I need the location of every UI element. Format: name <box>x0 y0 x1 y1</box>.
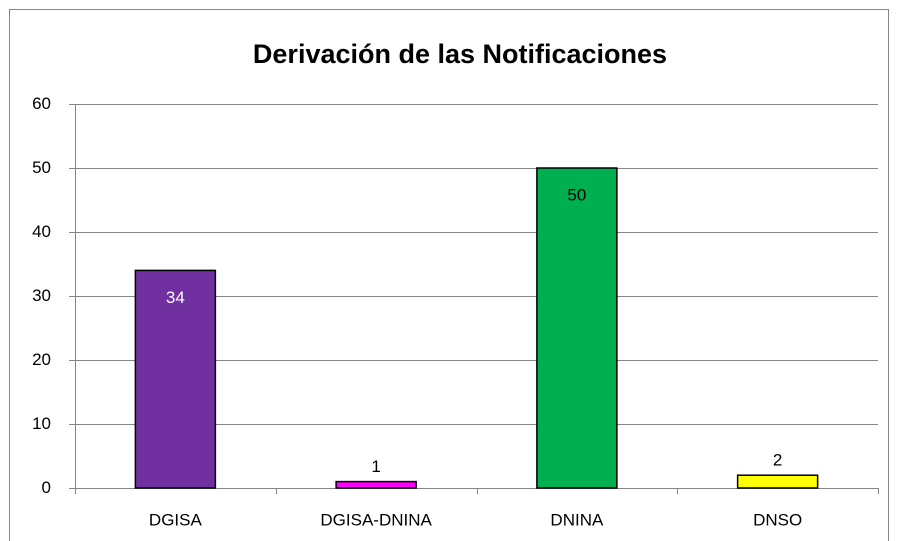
data-label: 34 <box>166 288 185 307</box>
y-tick-label: 50 <box>32 158 51 177</box>
bar <box>335 480 417 489</box>
y-tick-label: 20 <box>32 350 51 369</box>
chart-title: Derivación de las Notificaciones <box>253 39 667 69</box>
data-label: 50 <box>567 185 586 204</box>
y-tick-label: 10 <box>32 414 51 433</box>
data-label: 1 <box>371 457 380 476</box>
x-tick-label: DNINA <box>550 510 604 529</box>
y-tick-label: 30 <box>32 286 51 305</box>
y-tick-label: 0 <box>42 478 51 497</box>
x-tick-label: DGISA <box>149 510 203 529</box>
x-tick-label: DNSO <box>753 510 802 529</box>
x-tick-label: DGISA-DNINA <box>320 510 432 529</box>
y-tick-label: 40 <box>32 222 51 241</box>
bar <box>536 167 618 489</box>
data-label: 2 <box>773 451 782 470</box>
bar <box>736 474 819 489</box>
y-tick-label: 60 <box>32 94 51 113</box>
bar <box>134 269 217 489</box>
